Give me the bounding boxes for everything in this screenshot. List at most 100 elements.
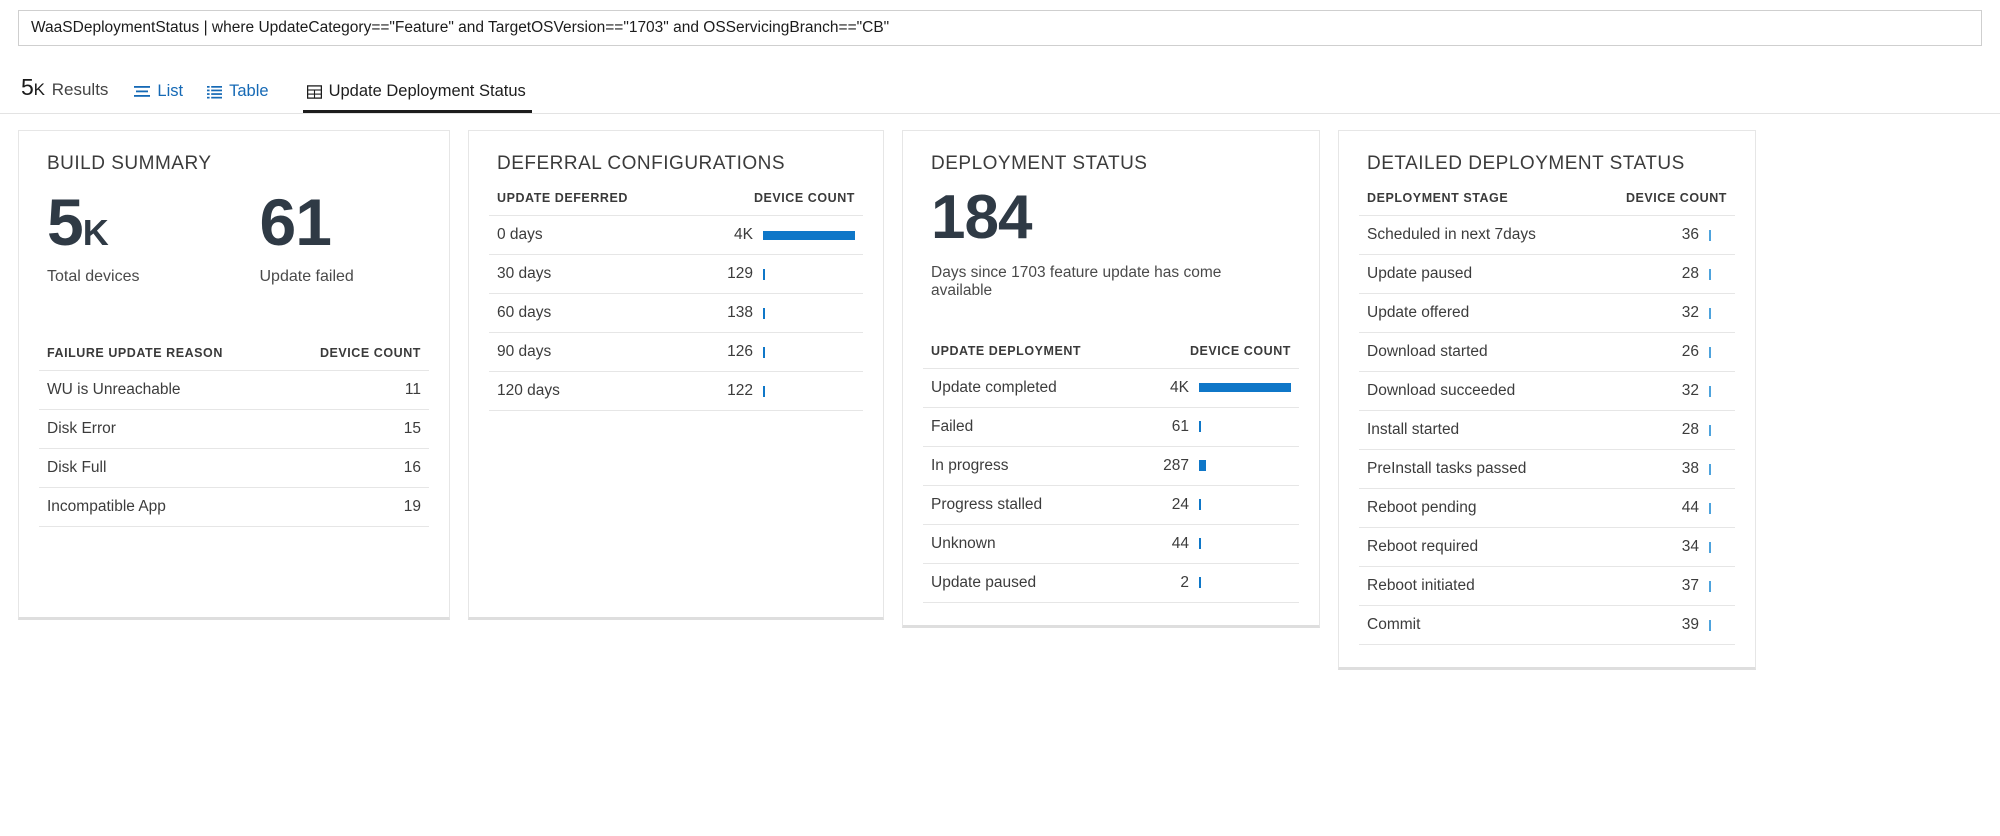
row-count-value: 26: [1681, 343, 1699, 360]
row-count-value: 61: [1171, 417, 1189, 435]
row-count: 287: [1119, 445, 1299, 486]
row-bar: [1709, 619, 1727, 631]
table-row[interactable]: Update offered 32: [1359, 293, 1735, 333]
row-count: 28: [1589, 254, 1735, 294]
row-label: Install started: [1359, 410, 1590, 450]
table-row[interactable]: Unknown 44: [923, 523, 1299, 564]
row-count: 44: [1119, 523, 1299, 564]
kpi-days-since-value: 184: [931, 183, 1032, 252]
table-row[interactable]: 60 days 138: [489, 293, 863, 333]
row-count: 44: [1589, 488, 1735, 528]
row-count-value: 24: [1171, 495, 1189, 513]
query-input[interactable]: WaaSDeploymentStatus | where UpdateCateg…: [18, 10, 1982, 46]
kpi-total-devices-suffix: K: [82, 212, 109, 253]
row-count: 34: [1589, 527, 1735, 567]
kpi-update-failed: 61 Update failed: [259, 189, 354, 286]
results-label: Results: [51, 80, 109, 99]
detailed-deployment-status-rows: Scheduled in next 7days 36 Update paused…: [1359, 215, 1735, 645]
table-row[interactable]: Download succeeded 32: [1359, 371, 1735, 411]
row-label: Reboot required: [1359, 527, 1590, 567]
tab-table-label: Table: [229, 82, 269, 100]
row-label: Reboot pending: [1359, 488, 1590, 528]
row-bar: [1709, 307, 1727, 319]
row-bar: [763, 346, 855, 358]
row-bar: [1709, 268, 1727, 280]
table-header-row: DEPLOYMENT STAGE DEVICE COUNT: [1359, 185, 1735, 216]
list-icon: [134, 85, 151, 99]
kpi-total-devices-value: 5K: [47, 189, 140, 255]
table-row[interactable]: Disk Full 16: [39, 447, 429, 488]
card-title-build-summary: BUILD SUMMARY: [47, 153, 212, 174]
table-row[interactable]: Reboot required 34: [1359, 527, 1735, 567]
table-row[interactable]: 120 days 122: [489, 371, 863, 411]
row-count-value: 2: [1180, 573, 1189, 591]
row-label: Update offered: [1359, 293, 1590, 333]
row-label: PreInstall tasks passed: [1359, 449, 1590, 489]
card-title-deployment-status: DEPLOYMENT STATUS: [931, 153, 1148, 174]
table-row[interactable]: PreInstall tasks passed 38: [1359, 449, 1735, 489]
row-bar: [763, 268, 855, 280]
row-label: Update paused: [923, 562, 1120, 603]
row-count-value: 28: [1681, 265, 1699, 282]
row-count: 39: [1589, 605, 1735, 645]
col-device-count: DEVICE COUNT: [1189, 343, 1291, 358]
table-row[interactable]: Reboot initiated 37: [1359, 566, 1735, 606]
row-count: 61: [1119, 406, 1299, 447]
tab-list-label: List: [157, 82, 184, 100]
table-row[interactable]: Update completed 4K: [923, 367, 1299, 408]
table-row[interactable]: Failed 61: [923, 406, 1299, 447]
row-bar: [763, 307, 855, 319]
table-row[interactable]: Download started 26: [1359, 332, 1735, 372]
table-row[interactable]: Install started 28: [1359, 410, 1735, 450]
table-icon: [207, 85, 223, 99]
row-count-value: 36: [1681, 226, 1699, 243]
row-label: 90 days: [489, 332, 673, 372]
table-row[interactable]: Scheduled in next 7days 36: [1359, 215, 1735, 255]
row-count: 122: [672, 371, 863, 411]
row-count-value: 4K: [734, 226, 753, 243]
table-row[interactable]: Reboot pending 44: [1359, 488, 1735, 528]
card-title-detailed-deployment-status: DETAILED DEPLOYMENT STATUS: [1367, 153, 1685, 174]
row-count: 129: [672, 254, 863, 294]
card-deferral-configurations: DEFERRAL CONFIGURATIONS UPDATE DEFERRED …: [468, 130, 884, 620]
table-row[interactable]: Update paused 2: [923, 562, 1299, 603]
table-row[interactable]: 0 days 4K: [489, 215, 863, 255]
failure-update-reason-rows: WU is Unreachable 11 Disk Error 15 Disk …: [39, 369, 429, 527]
tab-table[interactable]: Table: [203, 82, 288, 113]
row-count-value: 138: [727, 304, 753, 321]
table-row[interactable]: Disk Error 15: [39, 408, 429, 449]
table-row[interactable]: Update paused 28: [1359, 254, 1735, 294]
row-bar: [1709, 463, 1727, 475]
row-label: In progress: [923, 445, 1120, 486]
table-row[interactable]: In progress 287: [923, 445, 1299, 486]
failure-update-reason-table: FAILURE UPDATE REASON DEVICE COUNT WU is…: [39, 340, 429, 527]
tab-update-deployment-status[interactable]: Update Deployment Status: [302, 82, 532, 113]
row-label: Commit: [1359, 605, 1590, 645]
detailed-deployment-status-table: DEPLOYMENT STAGE DEVICE COUNT Scheduled …: [1359, 185, 1735, 645]
row-label: Scheduled in next 7days: [1359, 215, 1590, 255]
grid-icon: [306, 84, 322, 99]
view-tabstrip: 5K Results List Table Upda: [0, 68, 2000, 114]
kpi-update-failed-caption: Update failed: [259, 267, 354, 285]
row-count: 26: [1589, 332, 1735, 372]
col-update-deferred: UPDATE DEFERRED: [497, 191, 628, 205]
row-label: Download started: [1359, 332, 1590, 372]
row-label: Incompatible App: [39, 486, 282, 527]
table-row[interactable]: 90 days 126: [489, 332, 863, 372]
results-summary: 5K Results: [18, 74, 130, 113]
row-count: 37: [1589, 566, 1735, 606]
table-row[interactable]: Incompatible App 19: [39, 486, 429, 527]
row-label: WU is Unreachable: [39, 369, 282, 410]
row-bar: [1709, 385, 1727, 397]
table-row[interactable]: 30 days 129: [489, 254, 863, 294]
table-row[interactable]: Commit 39: [1359, 605, 1735, 645]
tab-list[interactable]: List: [130, 82, 203, 113]
table-row[interactable]: WU is Unreachable 11: [39, 369, 429, 410]
table-row[interactable]: Progress stalled 24: [923, 484, 1299, 525]
dashboard: BUILD SUMMARY 5K Total devices 61 Update…: [0, 114, 2000, 670]
row-count: 32: [1589, 371, 1735, 411]
row-label: 0 days: [489, 215, 673, 255]
row-count: 4K: [672, 215, 863, 255]
row-count: 36: [1589, 215, 1735, 255]
row-bar: [1709, 541, 1727, 553]
